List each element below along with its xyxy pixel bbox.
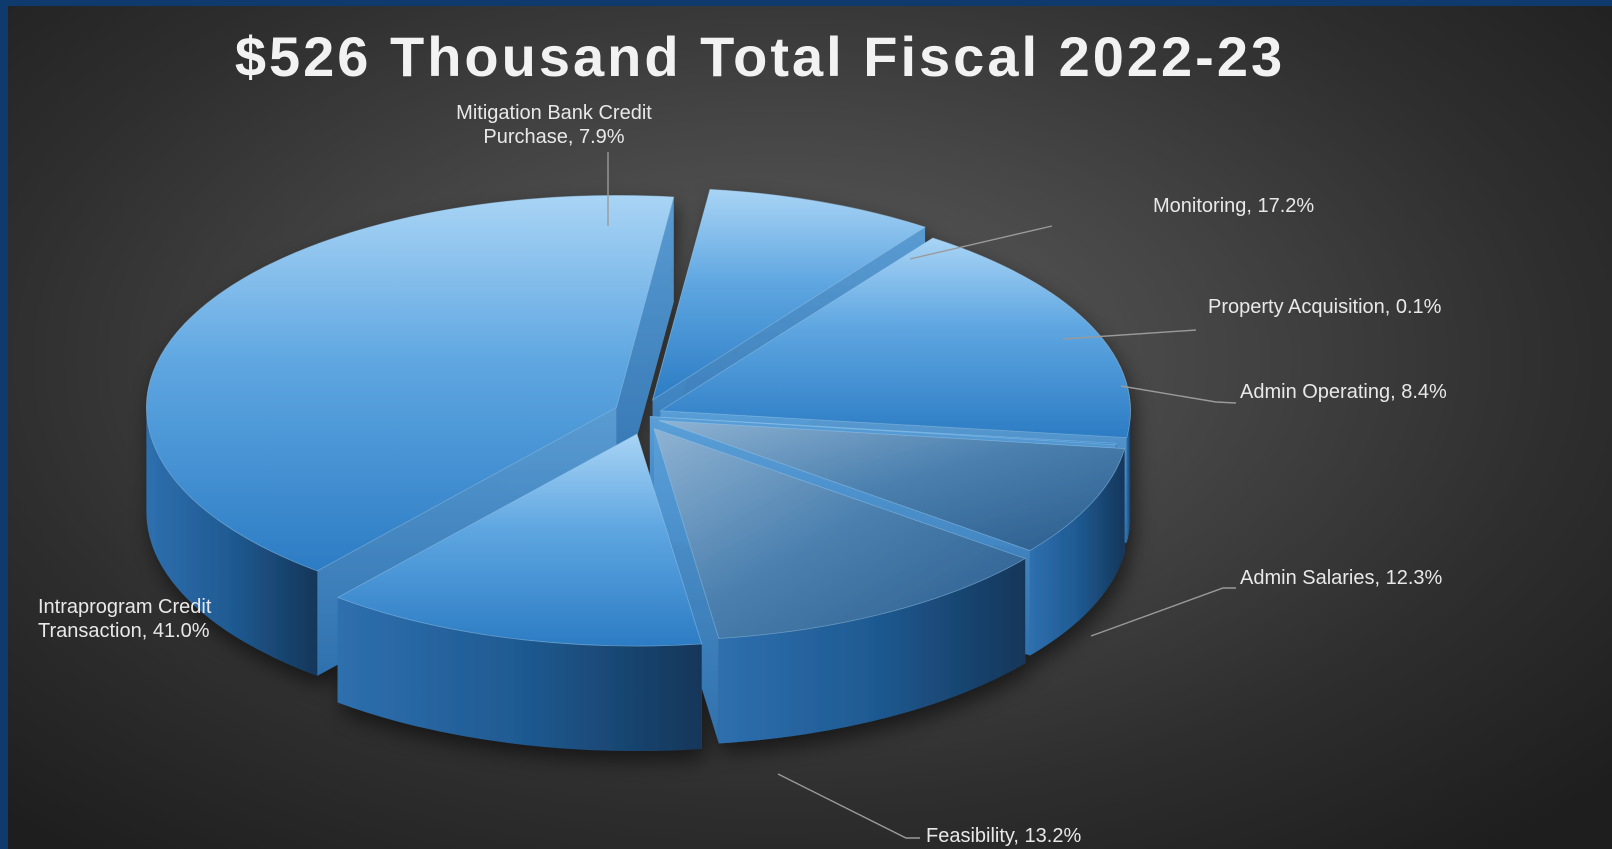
slice-label-admin-salaries: Admin Salaries, 12.3%: [1240, 567, 1443, 589]
slice-label-line: Monitoring, 17.2%: [1153, 195, 1314, 217]
leader-lines: [607, 152, 1237, 839]
slice-label-line: Property Acquisition, 0.1%: [1208, 296, 1442, 318]
slice-label-line: Purchase, 7.9%: [483, 126, 624, 148]
slice-feasibility: [336, 433, 703, 647]
leader-line-feasibility: [777, 773, 920, 839]
slice-intraprogram-credit-transaction: [146, 195, 675, 572]
chart-area: $526 Thousand Total Fiscal 2022-23 Mitig…: [8, 6, 1612, 849]
slice-label-line: Admin Operating, 8.4%: [1240, 381, 1447, 403]
slice-label-mitigation-bank-credit-purchase: Mitigation Bank Credit Purchase, 7.9%: [456, 102, 652, 148]
slice-monitoring: [659, 237, 1131, 439]
chart-title: $526 Thousand Total Fiscal 2022-23: [235, 25, 1285, 88]
slice-label-admin-operating: Admin Operating, 8.4%: [1240, 381, 1447, 403]
leader-line-admin-salaries: [1090, 587, 1236, 637]
slice-labels: Mitigation Bank Credit Purchase, 7.9% Moni…: [38, 102, 1447, 847]
leader-line-property-acquisition: [1062, 329, 1197, 340]
slice-label-feasibility: Feasibility, 13.2%: [926, 825, 1081, 847]
slice-label-line: Admin Salaries, 12.3%: [1240, 567, 1443, 589]
slice-label-property-acquisition: Property Acquisition, 0.1%: [1208, 296, 1442, 318]
slice-admin-operating: [658, 420, 1126, 551]
slice-label-line: Intraprogram Credit: [38, 596, 212, 618]
slice-label-line: Mitigation Bank Credit: [456, 102, 652, 124]
slice-label-line: Feasibility, 13.2%: [926, 825, 1081, 847]
slice-property-acquisition: [649, 416, 1117, 446]
slice-mitigation-bank-credit-purchase: [652, 189, 926, 401]
pie-chart: $526 Thousand Total Fiscal 2022-23 Mitig…: [38, 25, 1447, 847]
slice-side-admin-operating: [1029, 448, 1125, 656]
slice-wall-intraprogram-credit-transaction-1: [616, 197, 674, 513]
slice-side-admin-salaries: [718, 558, 1026, 744]
leader-line-monitoring: [909, 225, 1053, 260]
slice-label-line: Transaction, 41.0%: [38, 620, 210, 642]
slice-label-intraprogram-credit-transaction: Intraprogram Credit Transaction, 41.0%: [38, 596, 212, 642]
slice-side-monitoring: [1126, 410, 1131, 543]
slice-side-feasibility: [337, 597, 702, 752]
leader-line-admin-operating: [1120, 385, 1237, 404]
slice-wall-admin-salaries-1: [654, 428, 719, 744]
slice-admin-salaries: [653, 427, 1027, 639]
slice-side-intraprogram-credit-transaction: [146, 407, 318, 676]
slice-label-monitoring: Monitoring, 17.2%: [1153, 195, 1314, 217]
pie-slices: [146, 189, 1131, 752]
